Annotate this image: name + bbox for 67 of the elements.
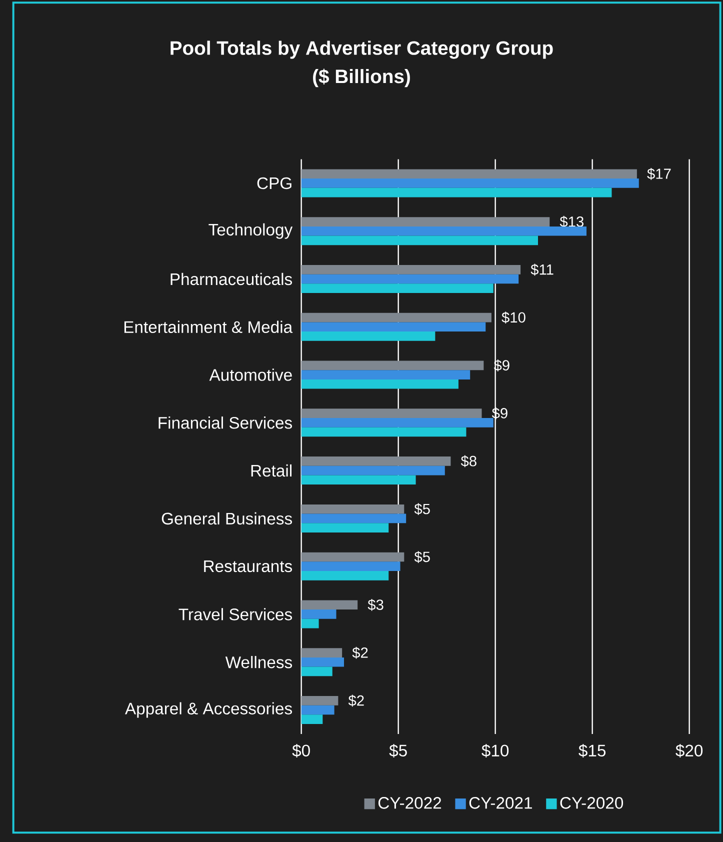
x-tick-label: $15 — [578, 744, 606, 758]
bar — [301, 570, 389, 580]
legend-label: CY-2022 — [378, 797, 442, 809]
bar — [301, 600, 358, 610]
y-tick-label: Retail — [251, 464, 292, 477]
x-tick-label: $10 — [482, 744, 509, 758]
bar — [301, 514, 406, 524]
data-label: $5 — [414, 503, 430, 516]
legend-label: CY-2021 — [469, 797, 532, 809]
bar — [301, 562, 400, 571]
bar — [301, 696, 338, 706]
bar — [301, 408, 482, 418]
bar — [301, 217, 550, 226]
y-tick-label: Entertainment & Media — [124, 320, 293, 334]
chart-subtitle: ($ Billions) — [313, 68, 410, 88]
bar — [301, 475, 416, 485]
bar — [301, 284, 494, 293]
x-tick-label: $5 — [389, 744, 407, 758]
data-label: $3 — [368, 598, 384, 611]
bar — [301, 322, 486, 332]
y-tick-label: Restaurants — [204, 560, 292, 572]
bar — [301, 265, 521, 274]
y-tick-label: CPG — [257, 177, 292, 190]
data-label: $11 — [530, 264, 554, 276]
bar — [301, 379, 458, 389]
bar — [301, 648, 342, 658]
bar — [301, 666, 332, 676]
y-tick-label: Automotive — [209, 368, 292, 381]
y-tick-label: Technology — [208, 223, 293, 239]
data-label: $2 — [352, 646, 368, 659]
bar — [301, 657, 344, 667]
x-tick-label: $0 — [292, 744, 310, 758]
bar — [301, 427, 466, 437]
bar — [301, 236, 538, 246]
chart-title: Pool Totals by Advertiser Category Group — [170, 40, 553, 59]
data-label: $17 — [647, 168, 671, 180]
data-label: $8 — [460, 455, 476, 468]
bar — [301, 178, 639, 188]
data-label: $5 — [414, 551, 430, 563]
bar — [301, 714, 323, 724]
bar — [301, 332, 436, 341]
bar — [301, 312, 492, 322]
x-tick-label: $20 — [676, 744, 703, 758]
y-tick-label: General Business — [162, 512, 292, 525]
bar — [301, 705, 334, 715]
data-label: $10 — [502, 312, 526, 324]
bar — [301, 274, 519, 284]
bar — [301, 610, 336, 619]
data-label: $2 — [348, 694, 364, 707]
y-tick-label: Travel Services — [178, 608, 292, 620]
bar — [301, 418, 494, 428]
y-tick-label: Pharmaceuticals — [170, 272, 292, 286]
bar — [301, 552, 404, 562]
y-tick-label: Apparel & Accessories — [124, 702, 292, 718]
bar — [301, 456, 451, 466]
y-tick-label: Financial Services — [158, 416, 292, 429]
bar — [301, 360, 484, 370]
bar — [301, 523, 389, 532]
bar — [301, 466, 445, 476]
bar — [301, 618, 319, 628]
bar — [301, 169, 637, 179]
bar — [301, 504, 404, 514]
legend-label: CY-2020 — [560, 797, 624, 809]
y-tick-label: Wellness — [225, 656, 292, 668]
bar — [301, 188, 612, 198]
bar — [301, 370, 470, 380]
bar — [301, 226, 587, 236]
